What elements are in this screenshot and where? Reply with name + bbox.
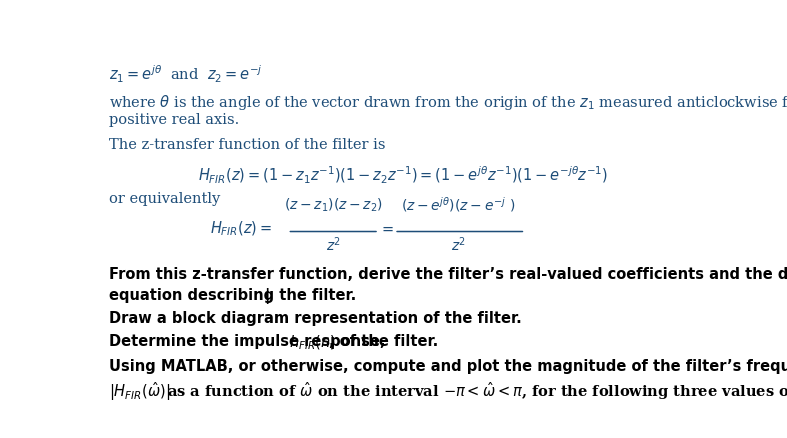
Text: Using MATLAB, or otherwise, compute and plot the magnitude of the filter’s frequ: Using MATLAB, or otherwise, compute and … bbox=[109, 358, 787, 373]
Text: $z^2$: $z^2$ bbox=[451, 235, 466, 254]
Text: $=$: $=$ bbox=[379, 222, 394, 236]
Text: $h_{FIR}(n)$: $h_{FIR}(n)$ bbox=[289, 333, 336, 352]
Text: $z^2$: $z^2$ bbox=[326, 235, 341, 254]
Text: |: | bbox=[264, 287, 270, 303]
Text: where $\theta$ is the angle of the vector drawn from the origin of the $z_1$ mea: where $\theta$ is the angle of the vecto… bbox=[109, 93, 787, 112]
Text: $H_{FIR}(z) =$: $H_{FIR}(z) =$ bbox=[210, 219, 272, 237]
Text: $(z - e^{j\theta})(z - e^{-j}\ )$: $(z - e^{j\theta})(z - e^{-j}\ )$ bbox=[401, 194, 515, 213]
Text: $(z - z_1)(z - z_2)$: $(z - z_1)(z - z_2)$ bbox=[284, 196, 382, 213]
Text: Draw a block diagram representation of the filter.: Draw a block diagram representation of t… bbox=[109, 311, 522, 325]
Text: $H_{FIR}(z) = (1 - z_1 z^{-1})(1 - z_2 z^{-1}) = (1 - e^{j\theta}z^{-1})(1 - e^{: $H_{FIR}(z) = (1 - z_1 z^{-1})(1 - z_2 z… bbox=[198, 165, 608, 186]
Text: positive real axis.: positive real axis. bbox=[109, 113, 239, 127]
Text: as a function of $\hat{\omega}$ on the interval $-\pi < \hat{\omega} < \pi$, for: as a function of $\hat{\omega}$ on the i… bbox=[162, 380, 787, 402]
Text: From this z-transfer function, derive the filter’s real-valued coefficients and : From this z-transfer function, derive th… bbox=[109, 267, 787, 282]
Text: , of the filter.: , of the filter. bbox=[329, 333, 438, 348]
Text: $z_1 = e^{j\theta}$  and  $z_2 = e^{-j}$: $z_1 = e^{j\theta}$ and $z_2 = e^{-j}$ bbox=[109, 64, 263, 85]
Text: $|H_{FIR}(\hat{\omega})|$: $|H_{FIR}(\hat{\omega})|$ bbox=[109, 380, 171, 403]
Text: or equivalently: or equivalently bbox=[109, 191, 220, 205]
Text: Determine the impulse response,: Determine the impulse response, bbox=[109, 333, 391, 348]
Text: equation describing the filter.: equation describing the filter. bbox=[109, 287, 357, 302]
Text: The z-transfer function of the filter is: The z-transfer function of the filter is bbox=[109, 138, 386, 152]
